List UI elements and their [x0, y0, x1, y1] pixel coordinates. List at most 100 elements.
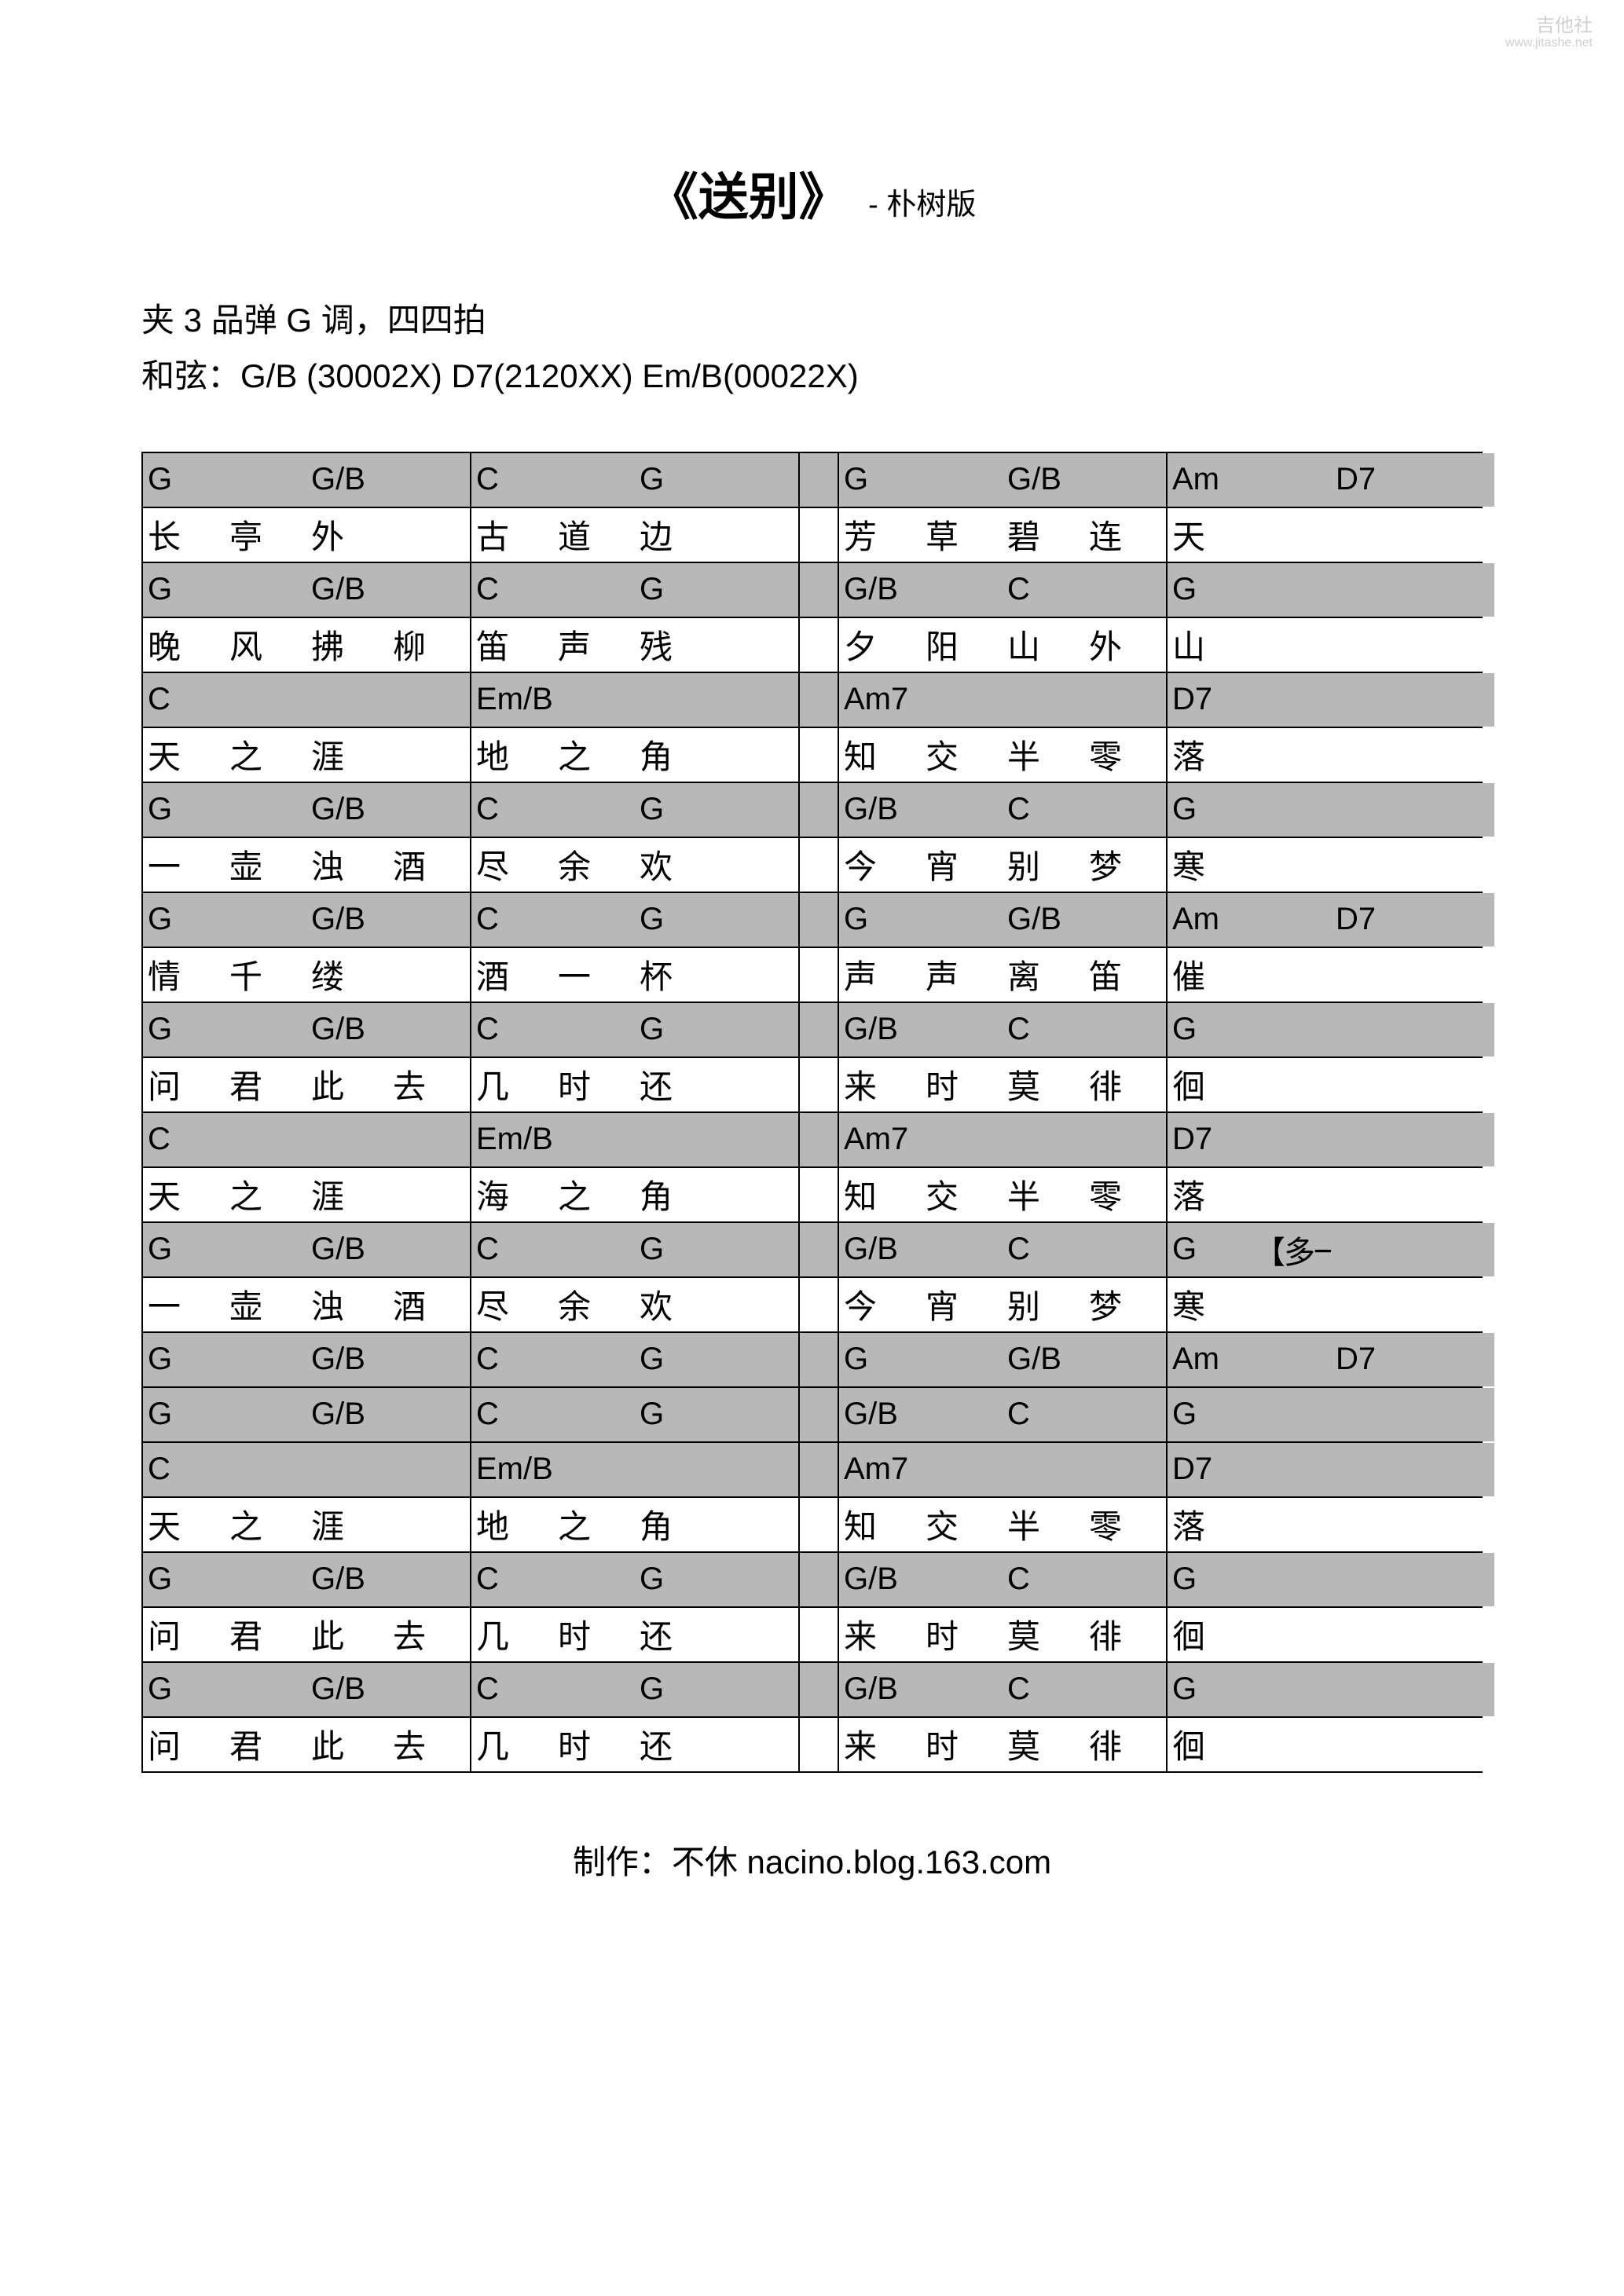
- chord-cell: C: [471, 1388, 553, 1441]
- measure: 晚风拂柳: [143, 618, 471, 672]
- lyric-row: 天之涯海之角知交半零落: [143, 1168, 1481, 1223]
- lyric-row: 问君此去几时还来时莫徘徊: [143, 1058, 1481, 1113]
- lyric-cell: 涯: [306, 1168, 388, 1221]
- measure: CG: [471, 893, 800, 947]
- measure: G/BC: [839, 563, 1168, 617]
- chord-cell: [1003, 1443, 1084, 1496]
- lyric-cell: [1413, 508, 1494, 562]
- chord-cell: [553, 673, 635, 727]
- chord-cell: [635, 673, 717, 727]
- lyric-cell: 千: [225, 948, 306, 1002]
- title-row: 《送别》 - 朴树版: [63, 157, 1561, 229]
- measure: G/BC: [839, 1388, 1168, 1441]
- chord-cell: [921, 893, 1003, 947]
- measure: Am7: [839, 1443, 1168, 1496]
- lyric-cell: [1413, 1608, 1494, 1661]
- measure: 寒: [1168, 1278, 1494, 1331]
- lyric-cell: 知: [839, 728, 921, 782]
- measure: G/BC: [839, 1663, 1168, 1716]
- lyric-cell: 零: [1084, 1168, 1166, 1221]
- chord-cell: [717, 783, 798, 837]
- chord-cell: G: [839, 893, 921, 947]
- lyric-cell: 杯: [635, 948, 717, 1002]
- lyric-cell: [388, 1168, 470, 1221]
- chord-cell: C: [143, 1443, 225, 1496]
- chord-cell: [1249, 563, 1331, 617]
- measure-gap: [800, 1553, 839, 1606]
- chord-cell: [553, 1388, 635, 1441]
- chord-cell: [388, 893, 470, 947]
- chord-cell: C: [471, 453, 553, 507]
- chord-cell: Em/B: [471, 1443, 553, 1496]
- chord-cell: [1249, 1443, 1331, 1496]
- lyric-cell: 外: [1084, 618, 1166, 672]
- chord-cell: [388, 783, 470, 837]
- lyric-cell: 徊: [1168, 1718, 1249, 1771]
- lyric-cell: 时: [553, 1608, 635, 1661]
- measure: 情千缕: [143, 948, 471, 1002]
- lyric-cell: [1249, 1718, 1331, 1771]
- lyric-cell: 时: [553, 1718, 635, 1771]
- chord-cell: [388, 1553, 470, 1606]
- chord-cell: [635, 1113, 717, 1166]
- lyric-cell: [1413, 728, 1494, 782]
- measure: AmD7: [1168, 1333, 1494, 1386]
- info-line1: 夹 3 品弹 G 调，四四拍: [141, 292, 1561, 348]
- measure: 笛声残: [471, 618, 800, 672]
- chord-cell: G/B: [306, 1388, 388, 1441]
- chord-cell: [921, 1333, 1003, 1386]
- lyric-cell: 寒: [1168, 838, 1249, 892]
- lyric-cell: 地: [471, 1498, 553, 1551]
- lyric-cell: 声: [921, 948, 1003, 1002]
- chord-cell: [1249, 1333, 1331, 1386]
- lyric-cell: [717, 1168, 798, 1221]
- chord-cell: [1084, 1113, 1166, 1166]
- lyric-cell: 欢: [635, 838, 717, 892]
- lyric-cell: [1413, 618, 1494, 672]
- lyric-cell: 半: [1003, 1168, 1084, 1221]
- lyric-cell: 山: [1168, 618, 1249, 672]
- measure: 问君此去: [143, 1608, 471, 1661]
- lyric-cell: 夕: [839, 618, 921, 672]
- lyric-cell: [1413, 1168, 1494, 1221]
- lyric-cell: 涯: [306, 1498, 388, 1551]
- lyric-cell: 余: [553, 1278, 635, 1331]
- measure: AmD7: [1168, 453, 1494, 507]
- chord-row: GG/BCGG/BCG: [143, 783, 1481, 838]
- chord-row: GG/BCGG/BCG: [143, 1003, 1481, 1058]
- lyric-cell: 几: [471, 1608, 553, 1661]
- lyric-cell: 亭: [225, 508, 306, 562]
- chord-cell: G: [635, 1388, 717, 1441]
- lyric-cell: 此: [306, 1608, 388, 1661]
- lyric-cell: [1331, 1718, 1413, 1771]
- lyric-cell: 来: [839, 1058, 921, 1111]
- chord-cell: [225, 1113, 306, 1166]
- lyric-cell: 宵: [921, 838, 1003, 892]
- lyric-row: 一壶浊酒尽余欢今宵别梦寒: [143, 838, 1481, 893]
- chord-cell: G: [635, 783, 717, 837]
- chord-cell: C: [471, 1553, 553, 1606]
- chord-cell: [225, 1663, 306, 1716]
- lyric-cell: 尽: [471, 1278, 553, 1331]
- lyric-cell: 酒: [471, 948, 553, 1002]
- lyric-cell: 角: [635, 728, 717, 782]
- lyric-cell: 道: [553, 508, 635, 562]
- measure: 天之涯: [143, 728, 471, 782]
- measure: 落: [1168, 728, 1494, 782]
- lyric-cell: 时: [921, 1058, 1003, 1111]
- lyric-cell: 柳: [388, 618, 470, 672]
- lyric-cell: 别: [1003, 1278, 1084, 1331]
- measure: CG: [471, 1388, 800, 1441]
- chord-cell: [388, 1663, 470, 1716]
- chord-cell: Am: [1168, 1333, 1249, 1386]
- lyric-cell: [388, 948, 470, 1002]
- measure: AmD7: [1168, 893, 1494, 947]
- lyric-cell: 落: [1168, 1498, 1249, 1551]
- chord-cell: [717, 453, 798, 507]
- chord-cell: G/B: [306, 893, 388, 947]
- lyric-cell: [1249, 618, 1331, 672]
- measure-gap: [800, 618, 839, 672]
- lyric-cell: 莫: [1003, 1058, 1084, 1111]
- chord-cell: [717, 1443, 798, 1496]
- chord-cell: [388, 453, 470, 507]
